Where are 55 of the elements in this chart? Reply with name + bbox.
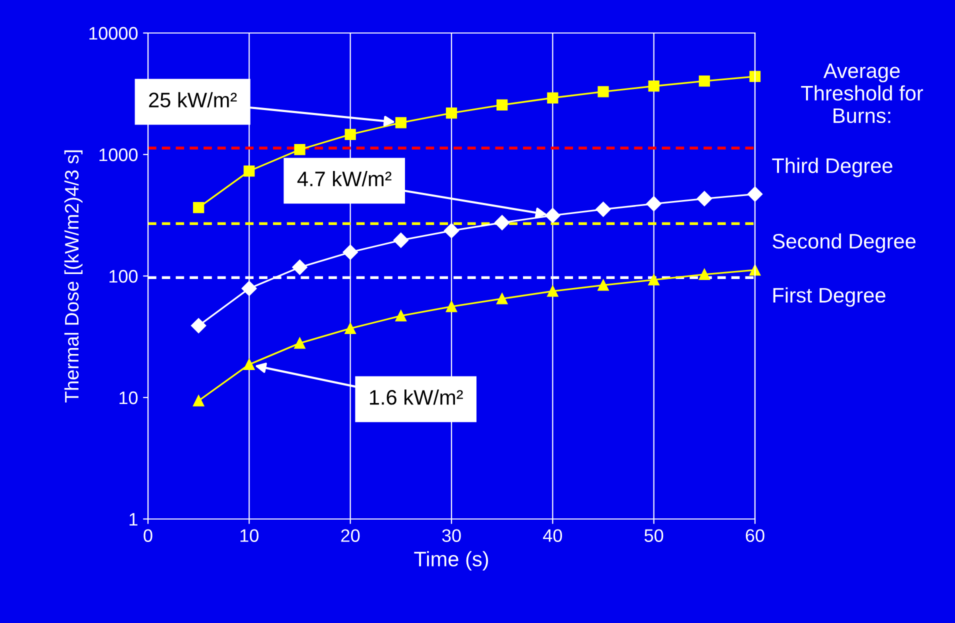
text: 1.6 kW/m² <box>370 389 463 405</box>
point <box>648 80 660 92</box>
point <box>646 196 662 212</box>
point <box>292 260 308 275</box>
point <box>395 117 406 128</box>
point <box>698 76 710 87</box>
point <box>547 286 558 297</box>
text: 4.7 kW/m² <box>297 171 392 186</box>
point <box>598 86 609 98</box>
ref-line-label: First Degree <box>773 287 886 307</box>
point <box>244 358 255 370</box>
point <box>496 99 508 110</box>
x-axis-title: Time (s) <box>414 551 488 571</box>
point <box>648 274 660 286</box>
y-tick-label: 1 <box>130 513 138 526</box>
point <box>496 293 508 304</box>
point <box>393 232 408 248</box>
point <box>294 338 306 349</box>
ref-line-label: Second Degree <box>772 233 916 253</box>
x-tick-label: 10 <box>240 529 259 542</box>
x-tick-label: 60 <box>746 529 764 542</box>
point <box>547 92 558 104</box>
text: 25 kW/m² <box>149 92 237 108</box>
y-tick-label: 100 <box>110 270 138 283</box>
point <box>193 395 204 406</box>
x-tick-label: 50 <box>644 529 664 542</box>
x-tick-label: 40 <box>543 529 562 542</box>
point <box>191 318 206 334</box>
point <box>342 244 358 260</box>
point <box>698 268 710 280</box>
x-tick-label: 20 <box>341 529 360 542</box>
point <box>242 280 257 296</box>
ref-line-label: Third Degree <box>772 158 892 178</box>
point <box>598 280 609 291</box>
point <box>444 223 460 238</box>
text: Average Threshold for Burns: <box>801 64 924 124</box>
point <box>395 310 406 322</box>
point <box>494 215 510 230</box>
point <box>244 165 255 177</box>
x-tick-label: 30 <box>442 529 461 542</box>
y-tick-label: 10 <box>120 391 138 404</box>
point <box>344 322 356 334</box>
point <box>446 108 458 119</box>
point <box>294 144 306 156</box>
point <box>696 191 712 206</box>
y-tick-label: 10000 <box>89 26 138 40</box>
point <box>446 301 458 312</box>
point <box>596 202 611 217</box>
x-tick-label: 0 <box>144 529 152 542</box>
point <box>193 202 204 214</box>
y-tick-label: 1000 <box>99 148 138 162</box>
point <box>545 208 560 224</box>
point <box>344 128 356 140</box>
y-axis-title: Thermal Dose [(kW/m2)4/3 s] <box>64 150 83 403</box>
point <box>749 70 761 82</box>
